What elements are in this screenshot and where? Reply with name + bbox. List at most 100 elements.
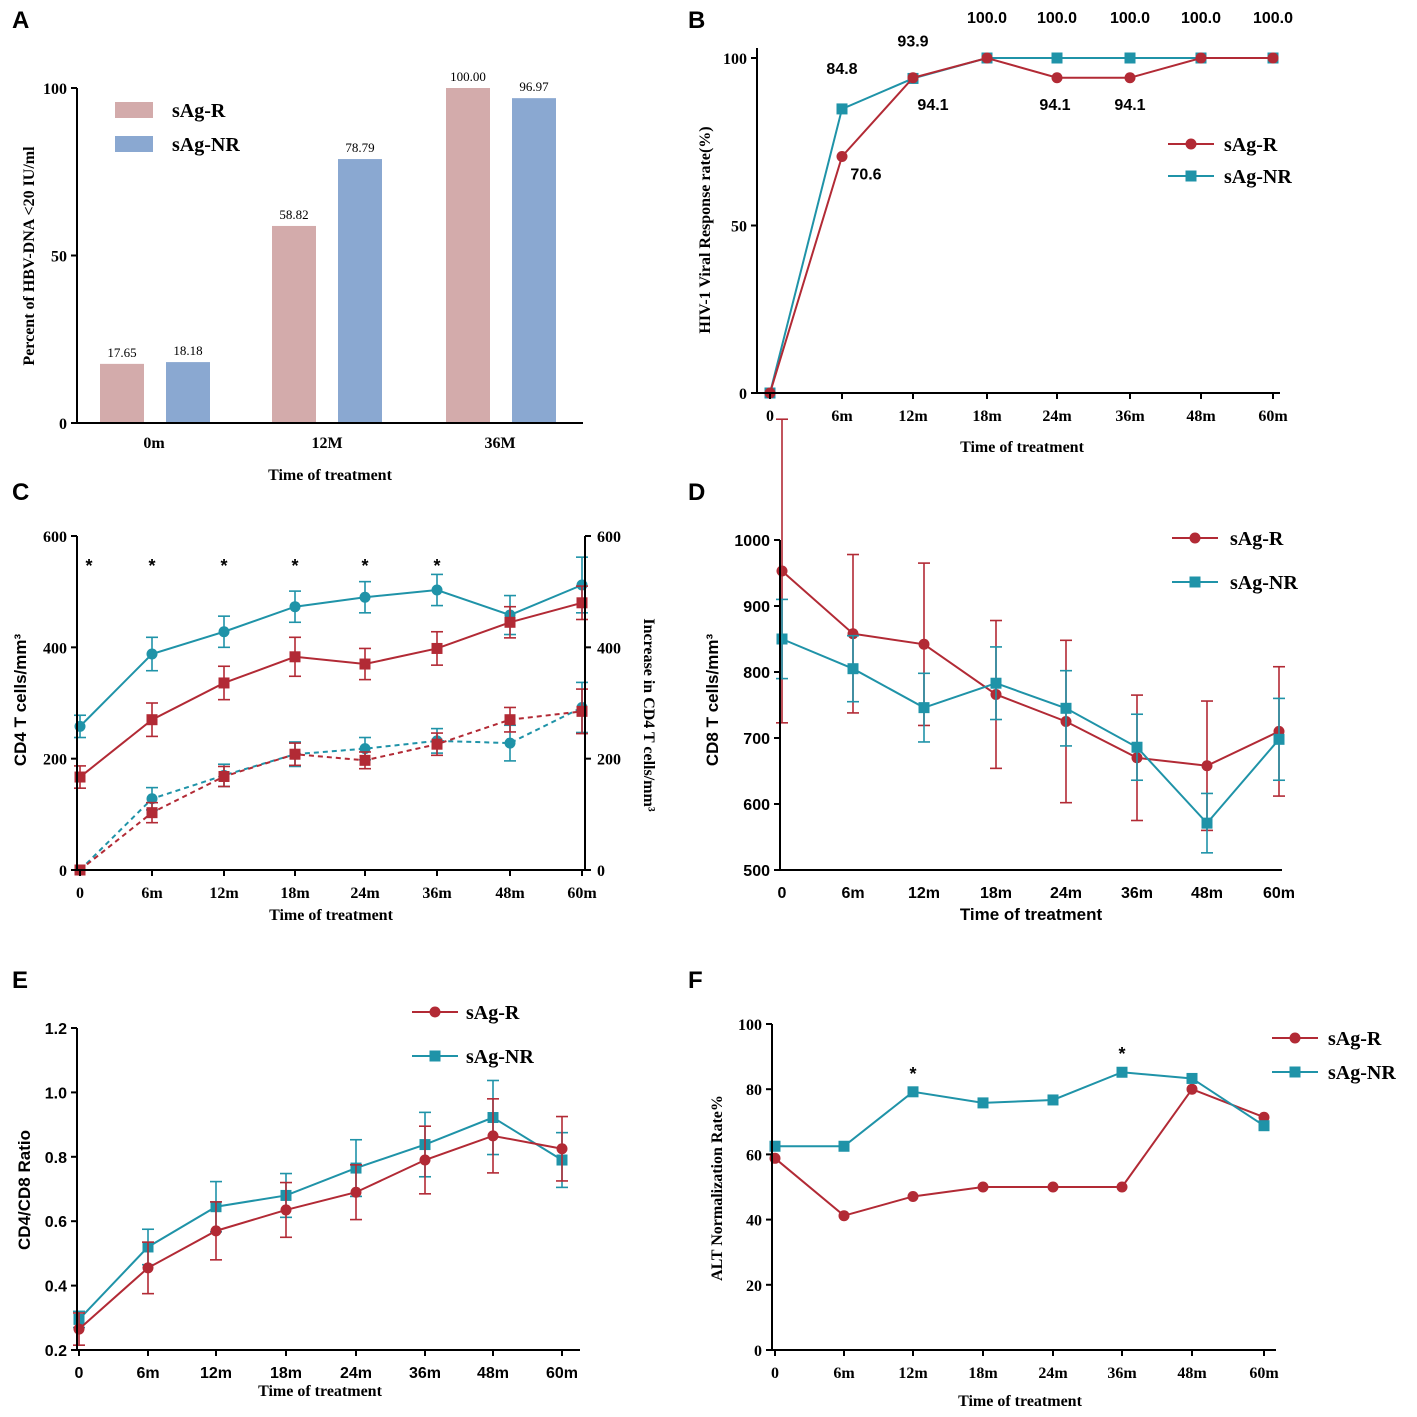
- data-point: [218, 770, 230, 782]
- data-point: [769, 1140, 781, 1152]
- legend-item: sAg-NR: [412, 1046, 534, 1068]
- y-tick-label: 0: [59, 863, 67, 880]
- x-tick-label: 36m: [422, 885, 452, 902]
- legend-label: sAg-NR: [466, 1046, 534, 1068]
- series-line: [769, 56, 1273, 394]
- data-point: [1116, 1181, 1128, 1193]
- x-tick-label: 24m: [340, 1365, 372, 1382]
- data-point: [907, 72, 919, 84]
- x-tick-label: 60m: [1258, 408, 1288, 425]
- bar: [338, 159, 382, 423]
- series-sAg-R: [764, 52, 1279, 399]
- series-line: [78, 1116, 563, 1321]
- data-label: 94.1: [1114, 97, 1145, 114]
- series-sAg-NR: [776, 598, 1285, 854]
- y-axis-label: HIV-1 Viral Response rate(%): [697, 126, 714, 333]
- x-tick-label: 24m: [350, 885, 380, 902]
- data-point: [1051, 72, 1063, 84]
- panel-d-line-chart: 500 600 700 800 900 1000 0 6m 12m 18m 24m 36m 48m 60m…: [703, 418, 1298, 924]
- data-point: [210, 1225, 222, 1237]
- data-point: [1047, 1181, 1059, 1193]
- legend-marker: [429, 1006, 441, 1018]
- panel-e-line-chart: 0.2 0.4 0.6 0.8 1.0 1.2 0 6m 12m 18m 24m 36m 48m 60m T…: [15, 1002, 580, 1400]
- legend-marker: [1289, 1032, 1301, 1044]
- bar: [446, 88, 490, 423]
- series-line: [781, 638, 1280, 825]
- data-point: [280, 1204, 292, 1216]
- data-label: 100.0: [1253, 10, 1293, 27]
- series-line: [78, 1134, 563, 1330]
- y-tick-label: 60: [746, 1147, 762, 1164]
- y-tick-label: 0: [739, 386, 747, 403]
- legend-marker: [1189, 532, 1201, 544]
- legend-label: sAg-NR: [1224, 166, 1292, 188]
- bar-series-sAg-NR: 18.18 78.79 96.97: [166, 79, 556, 423]
- y-tick-label: 400: [597, 640, 621, 657]
- x-tick-label: 6m: [833, 1365, 855, 1382]
- y2-axis-label: Increase in CD4 T cells/mm³: [640, 618, 657, 811]
- x-tick-label: 48m: [1186, 408, 1216, 425]
- data-point: [504, 737, 516, 749]
- legend-item: sAg-R: [1168, 134, 1278, 156]
- legend-item: sAg-NR: [1172, 572, 1298, 594]
- legend-swatch: [115, 136, 153, 152]
- panel-b-line-chart: 0 50 100 0 6m 12m 18m 24m 36m 48m 60m Time of treat…: [697, 10, 1293, 456]
- data-point: [776, 633, 788, 645]
- legend-label: sAg-R: [172, 100, 226, 122]
- data-point: [1195, 52, 1207, 64]
- x-tick-label: 48m: [495, 885, 525, 902]
- x-axis-label: Time of treatment: [268, 467, 392, 484]
- legend-label: sAg-R: [1328, 1028, 1382, 1050]
- x-tick-label: 6m: [136, 1365, 159, 1382]
- panel-letter: E: [12, 967, 28, 994]
- data-point: [1051, 52, 1063, 64]
- y-tick-label: 600: [43, 529, 67, 546]
- x-tick-label: 36m: [1115, 408, 1145, 425]
- x-tick-label: 24m: [1038, 1365, 1068, 1382]
- y-tick-label: 40: [746, 1213, 762, 1230]
- data-point: [977, 1097, 989, 1109]
- bar: [272, 225, 316, 423]
- y-axis-label: CD4 T cells/mm³: [11, 634, 30, 767]
- data-label: 94.1: [1039, 97, 1070, 114]
- legend-label: sAg-NR: [172, 134, 240, 156]
- data-point: [1186, 1083, 1198, 1095]
- data-label: 94.1: [917, 97, 948, 114]
- y-tick-label: 400: [43, 640, 67, 657]
- data-point: [1116, 1066, 1128, 1078]
- data-point: [431, 642, 443, 654]
- panel-letter: A: [12, 7, 29, 34]
- legend-marker: [429, 1050, 441, 1062]
- legend-marker: [1189, 576, 1201, 588]
- legend: sAg-R sAg-NR: [412, 1002, 534, 1068]
- x-tick-label: 0: [75, 1365, 84, 1382]
- legend-label: sAg-R: [1230, 528, 1284, 550]
- x-axis-label: Time of treatment: [269, 907, 393, 924]
- y-tick-label: 0: [59, 416, 67, 433]
- x-tick-label: 12m: [200, 1365, 232, 1382]
- data-point: [776, 565, 788, 577]
- x-tick-label: 24m: [1050, 885, 1082, 902]
- data-point: [556, 1143, 568, 1155]
- y-tick-label: 600: [743, 797, 770, 814]
- x-tick-label: 48m: [1191, 885, 1223, 902]
- series-line: [774, 1087, 1265, 1217]
- data-point: [1186, 1072, 1198, 1084]
- y-tick-label: 0.2: [45, 1343, 67, 1360]
- data-point: [1131, 741, 1143, 753]
- legend-label: sAg-NR: [1230, 572, 1298, 594]
- x-tick-label: 12m: [898, 408, 928, 425]
- panel-f-line-chart: 0 20 40 60 80 100 0 6m 12m 18m 24m 36m 48m 60m Time of…: [709, 1017, 1396, 1410]
- legend-swatch: [115, 102, 153, 118]
- data-point: [838, 1210, 850, 1222]
- data-point: [1124, 52, 1136, 64]
- series-line: [79, 706, 583, 871]
- data-label: 100.0: [967, 10, 1007, 27]
- y-tick-label: 500: [743, 863, 770, 880]
- data-point: [289, 651, 301, 663]
- x-tick-label: 60m: [1249, 1365, 1279, 1382]
- y-tick-label: 200: [597, 752, 621, 769]
- significance-stars: * * * * * *: [85, 556, 440, 576]
- data-label: 84.8: [826, 61, 857, 78]
- x-tick-label: 12m: [898, 1365, 928, 1382]
